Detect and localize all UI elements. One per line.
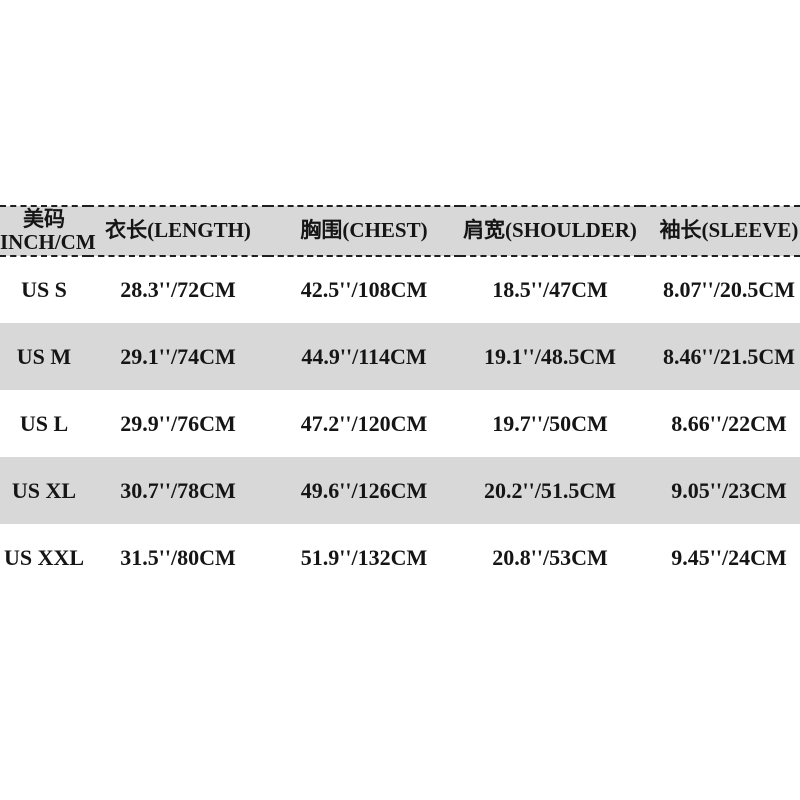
header-cell-size: 美码 INCH/CM <box>0 205 96 257</box>
cell-length: 28.3''/72CM <box>120 277 236 302</box>
cell-sleeve: 8.07''/20.5CM <box>663 277 795 302</box>
header-size-unit: INCH/CM <box>0 230 96 254</box>
cell-sleeve: 9.45''/24CM <box>671 544 787 570</box>
cell-chest: 42.5''/108CM <box>300 277 428 302</box>
cell-chest: 47.2''/120CM <box>300 410 428 436</box>
table-row-us-xxl: US XXL 31.5''/80CM 51.9''/132CM 20.8''/5… <box>0 524 800 591</box>
cell-size: US XL <box>0 457 88 524</box>
cell-length: 30.7''/78CM <box>88 457 268 524</box>
cell-size: US L <box>19 410 69 436</box>
cell-size: US S <box>21 277 67 302</box>
cell-sleeve: 8.66''/22CM <box>671 410 787 436</box>
cell-shoulder: 20.8''/53CM <box>492 544 608 570</box>
cell-chest: 51.9''/132CM <box>300 544 428 570</box>
cell-sleeve: 8.46''/21.5CM <box>640 323 800 390</box>
header-cell-shoulder: 肩宽(SHOULDER) <box>460 205 640 257</box>
cell-shoulder: 19.7''/50CM <box>492 410 608 436</box>
cell-chest: 44.9''/114CM <box>268 323 460 390</box>
table-row-us-s: US S 28.3''/72CM 42.5''/108CM 18.5''/47C… <box>0 256 800 323</box>
header-size-cn: 美码 <box>23 206 65 231</box>
cell-shoulder: 19.1''/48.5CM <box>460 323 640 390</box>
header-row: 美码 INCH/CM 衣长(LENGTH) 胸围(CHEST) 肩宽(SHOUL… <box>0 205 800 257</box>
header-cell-chest: 胸围(CHEST) <box>268 205 460 257</box>
cell-sleeve: 9.05''/23CM <box>640 457 800 524</box>
table-row-us-xl: US XL 30.7''/78CM 49.6''/126CM 20.2''/51… <box>0 457 800 524</box>
header-cell-sleeve: 袖长(SLEEVE) <box>640 205 800 257</box>
cell-size: US XXL <box>3 544 85 570</box>
cell-shoulder: 18.5''/47CM <box>492 277 608 302</box>
table-row-us-l: US L 29.9''/76CM 47.2''/120CM 19.7''/50C… <box>0 390 800 457</box>
cell-size: US M <box>0 323 88 390</box>
table-row-us-m: US M 29.1''/74CM 44.9''/114CM 19.1''/48.… <box>0 323 800 390</box>
cell-length: 29.9''/76CM <box>120 410 236 436</box>
cell-chest: 49.6''/126CM <box>268 457 460 524</box>
size-chart-table: 美码 INCH/CM 衣长(LENGTH) 胸围(CHEST) 肩宽(SHOUL… <box>0 205 800 591</box>
cell-length: 31.5''/80CM <box>120 544 236 570</box>
cell-length: 29.1''/74CM <box>88 323 268 390</box>
cell-shoulder: 20.2''/51.5CM <box>460 457 640 524</box>
header-cell-length: 衣长(LENGTH) <box>88 205 268 257</box>
